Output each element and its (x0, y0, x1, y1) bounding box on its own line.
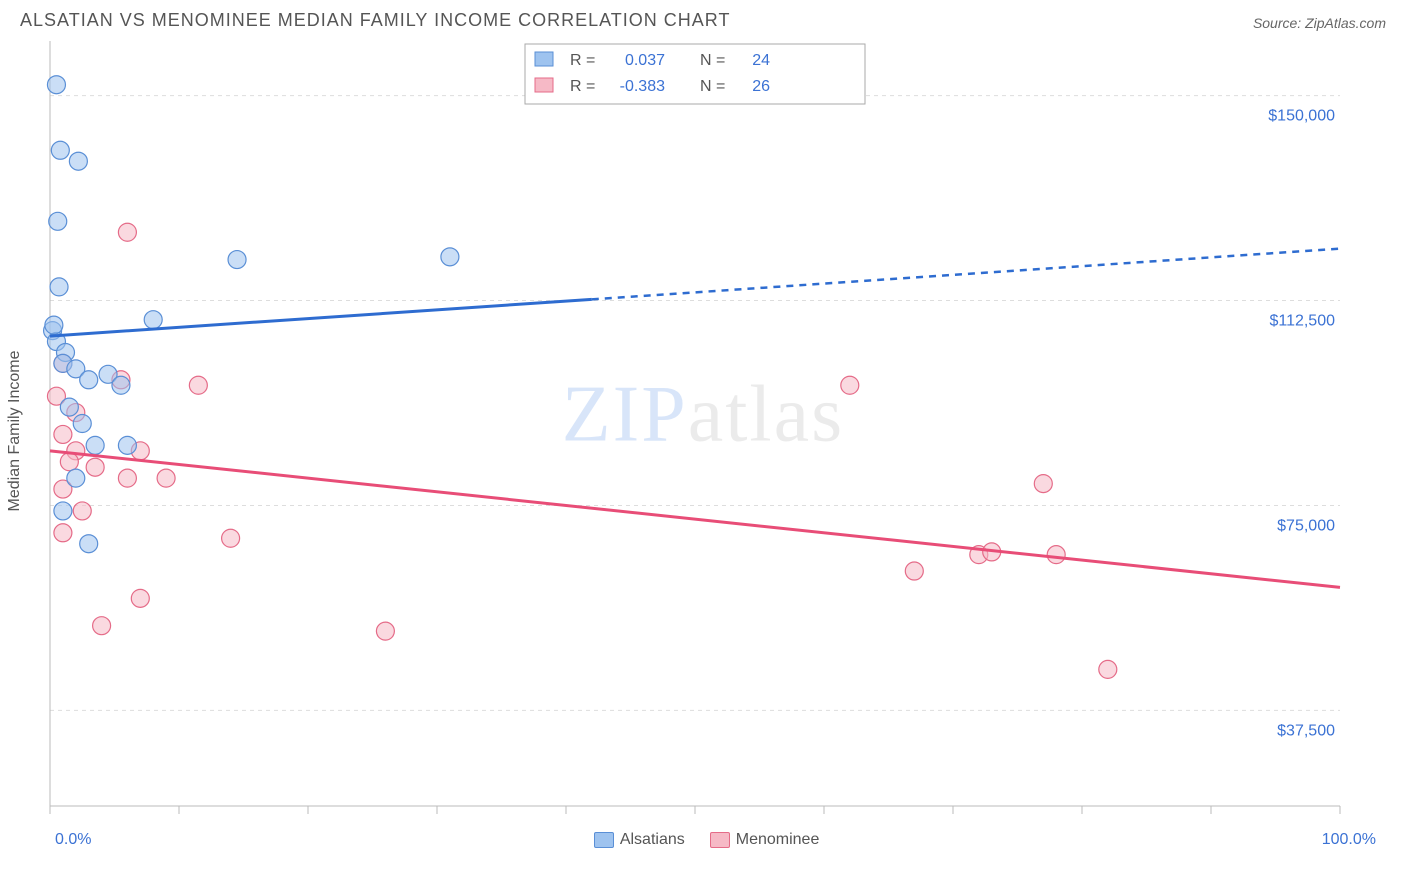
svg-text:$150,000: $150,000 (1268, 108, 1335, 125)
swatch-icon (710, 832, 730, 848)
svg-text:R =: R = (570, 78, 595, 95)
svg-text:N =: N = (700, 52, 725, 69)
y-axis-label: Median Family Income (6, 351, 24, 512)
legend-label: Menominee (736, 831, 820, 849)
svg-text:$112,500: $112,500 (1269, 313, 1335, 330)
svg-text:R =: R = (570, 52, 595, 69)
svg-text:0.037: 0.037 (625, 52, 665, 69)
legend-bottom: Alsatians Menominee (594, 831, 820, 849)
x-axis-min-label: 0.0% (55, 831, 91, 849)
svg-text:26: 26 (752, 78, 770, 95)
chart-area: Median Family Income ZIPatlas $37,500$75… (20, 36, 1386, 826)
scatter-plot: $37,500 $75,000 $112,500 $150,000 R = 0.037 N … (20, 36, 1350, 826)
svg-text:-0.383: -0.383 (620, 78, 665, 95)
x-axis-max-label: 100.0% (1322, 831, 1376, 849)
svg-text:N =: N = (700, 78, 725, 95)
legend-item-alsatians: Alsatians (594, 831, 685, 849)
svg-text:$75,000: $75,000 (1277, 517, 1335, 534)
chart-title: ALSATIAN VS MENOMINEE MEDIAN FAMILY INCO… (20, 10, 730, 31)
svg-text:$37,500: $37,500 (1277, 722, 1335, 739)
source-label: Source: ZipAtlas.com (1253, 15, 1386, 31)
legend-item-menominee: Menominee (710, 831, 820, 849)
legend-label: Alsatians (620, 831, 685, 849)
swatch-icon (594, 832, 614, 848)
svg-text:24: 24 (752, 52, 770, 69)
